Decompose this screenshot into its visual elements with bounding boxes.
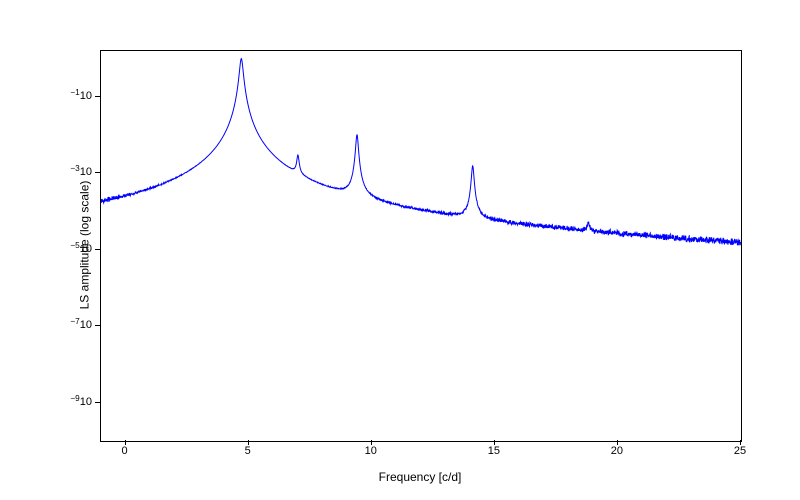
y-tick-mark — [95, 325, 100, 326]
y-tick-mark — [95, 172, 100, 173]
x-tick-label: 10 — [365, 445, 377, 457]
plot-area — [100, 50, 742, 442]
periodogram-chart: LS amplitude (log scale) Frequency [c/d]… — [0, 0, 800, 500]
y-tick-mark — [95, 249, 100, 250]
y-tick-mark — [95, 402, 100, 403]
x-tick-label: 0 — [122, 445, 128, 457]
y-tick-mark — [95, 96, 100, 97]
x-tick-label: 20 — [611, 445, 623, 457]
x-tick-label: 25 — [734, 445, 746, 457]
x-tick-label: 5 — [245, 445, 251, 457]
spectrum-line-plot — [101, 51, 741, 441]
x-axis-label: Frequency [c/d] — [379, 470, 462, 484]
spectrum-line — [101, 59, 741, 246]
x-tick-label: 15 — [488, 445, 500, 457]
